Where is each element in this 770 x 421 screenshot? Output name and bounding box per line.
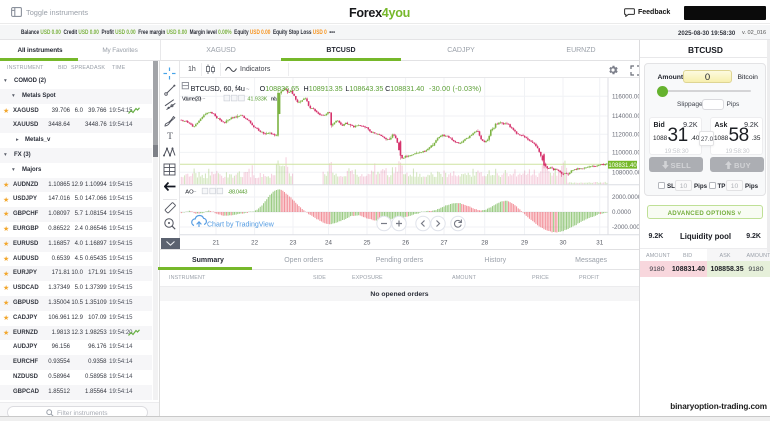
svg-text:108831.40: 108831.40 — [608, 163, 637, 169]
svg-text:22: 22 — [251, 240, 258, 247]
svg-text:116000.00: 116000.00 — [612, 93, 639, 100]
svg-text:27: 27 — [441, 240, 448, 247]
svg-text:30: 30 — [560, 240, 567, 247]
svg-text:108000.00: 108000.00 — [612, 169, 639, 176]
svg-text:H108913.35: H108913.35 — [304, 84, 343, 93]
svg-text:114000.00: 114000.00 — [612, 113, 639, 120]
svg-text:112000.00: 112000.00 — [612, 131, 639, 138]
svg-text:110000.00: 110000.00 — [612, 150, 639, 157]
svg-text:25: 25 — [364, 240, 371, 247]
svg-text:31: 31 — [596, 240, 603, 247]
svg-text:41.933K: 41.933K — [247, 97, 267, 103]
svg-text:-88.0443: -88.0443 — [228, 190, 248, 196]
svg-text:L108643.35: L108643.35 — [345, 84, 383, 93]
svg-text:AO: AO — [185, 190, 194, 196]
svg-text:24: 24 — [325, 240, 332, 247]
svg-text:29: 29 — [521, 240, 528, 247]
svg-text:-30.00 (-0.03%): -30.00 (-0.03%) — [429, 84, 481, 93]
svg-text:26: 26 — [402, 240, 409, 247]
svg-text:28: 28 — [481, 240, 488, 247]
svg-text:BTCUSD, 60, f4u: BTCUSD, 60, f4u — [191, 84, 245, 93]
svg-text:Chart by TradingView: Chart by TradingView — [207, 222, 275, 229]
svg-text:~: ~ — [246, 87, 250, 93]
svg-text:Volume (20): Volume (20) — [182, 97, 202, 103]
svg-text:O108836.65: O108836.65 — [260, 84, 300, 93]
svg-text:2000.0000: 2000.0000 — [612, 194, 639, 201]
svg-text:0.0000: 0.0000 — [612, 209, 631, 216]
svg-text:~: ~ — [202, 97, 205, 103]
svg-text:23: 23 — [290, 240, 297, 247]
svg-text:~: ~ — [193, 190, 196, 196]
svg-text:21: 21 — [213, 240, 220, 247]
svg-text:-2000.0000: -2000.0000 — [612, 224, 639, 231]
svg-text:C108831.40: C108831.40 — [385, 84, 424, 93]
svg-text:n/a: n/a — [271, 97, 278, 103]
